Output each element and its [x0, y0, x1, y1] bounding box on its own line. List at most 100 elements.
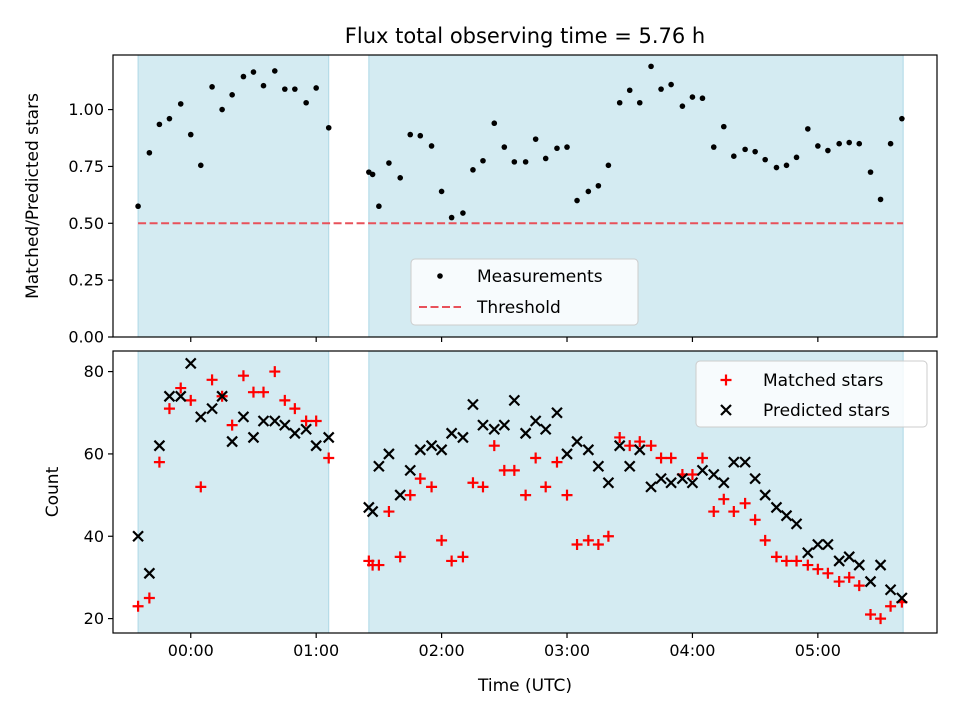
matched-star-point	[582, 534, 594, 546]
matched-star-point	[279, 394, 291, 406]
measurement-point	[793, 154, 800, 161]
measurement-point	[815, 143, 821, 149]
matched-star-point	[206, 374, 218, 386]
measurement-point	[303, 99, 309, 106]
matched-star-point	[749, 514, 761, 526]
predicted-star-point	[655, 472, 667, 485]
measurement-point	[699, 95, 706, 102]
measurement-point	[805, 126, 811, 132]
matched-star-point	[373, 559, 385, 571]
measurement-point	[626, 87, 633, 94]
predicted-star-point	[665, 476, 677, 489]
matched-star-point	[571, 538, 583, 550]
predicted-star-point	[498, 419, 511, 431]
predicted-star-point	[833, 555, 845, 567]
measurement-point	[240, 73, 247, 80]
predicted-star-point	[310, 439, 322, 452]
top-y-tick-label: 1.00	[68, 100, 104, 119]
chart-title: Flux total observing time = 5.76 h	[345, 24, 705, 48]
predicted-star-point	[322, 431, 335, 444]
predicted-star-point	[843, 551, 855, 563]
predicted-star-point	[289, 427, 301, 440]
x-tick-label: 00:00	[168, 641, 214, 660]
predicted-star-point	[582, 444, 595, 456]
matched-star-point	[477, 481, 489, 493]
matched-star-point	[289, 403, 301, 415]
matched-star-point	[258, 386, 270, 398]
predicted-star-point	[780, 509, 793, 522]
predicted-star-point	[143, 567, 156, 580]
measurement-point	[460, 210, 466, 216]
measurement-point	[325, 124, 332, 131]
matched-star-point	[185, 394, 197, 406]
x-tick-label: 05:00	[795, 641, 841, 660]
measurement-point	[636, 99, 643, 106]
matched-star-point	[885, 600, 897, 612]
top-y-axis-label: Matched/Predicted stars	[23, 93, 43, 299]
matched-star-point	[467, 477, 479, 489]
predicted-star-point	[477, 419, 489, 431]
matched-star-point	[592, 538, 604, 550]
predicted-star-point	[790, 518, 803, 530]
predicted-star-point	[132, 530, 144, 543]
matched-star-point	[426, 481, 438, 493]
matched-star-point	[645, 440, 657, 452]
legend-matched-marker	[720, 374, 732, 386]
predicted-star-point	[226, 435, 238, 448]
measurement-point	[689, 94, 696, 100]
bottom-y-axis-label: Count	[43, 466, 63, 517]
measurement-point	[511, 159, 518, 165]
measurement-point	[292, 86, 298, 92]
measurement-point	[135, 203, 141, 210]
matched-star-point	[822, 567, 834, 579]
matched-star-point	[508, 464, 520, 476]
top-y-tick-label: 0.75	[68, 157, 104, 176]
bottom-axes-frame	[112, 350, 938, 634]
legend-predicted-marker	[720, 404, 732, 416]
matched-star-point	[394, 551, 406, 563]
legend-label-matched: Matched stars	[763, 371, 883, 391]
matched-star-point	[728, 506, 740, 518]
ratio-panel: 0.00 0.25 0.50 0.75 1.00 Measurements Threshol…	[68, 54, 938, 347]
matched-star-point	[530, 452, 542, 464]
measurement-point	[428, 143, 435, 149]
matched-star-point	[446, 555, 458, 567]
measurement-point	[522, 159, 529, 165]
measurement-point	[282, 86, 288, 92]
x-tick-label: 03:00	[544, 641, 590, 660]
measurement-point	[260, 82, 267, 89]
predicted-star-point	[645, 481, 657, 493]
predicted-star-point	[488, 423, 501, 435]
measurement-point	[542, 155, 549, 162]
measurement-point	[742, 146, 748, 153]
legend-label-predicted: Predicted stars	[763, 401, 890, 421]
measurement-point	[846, 139, 853, 146]
measurement-point	[762, 156, 768, 163]
measurement-point	[219, 106, 225, 113]
measurement-point	[585, 188, 592, 195]
matched-star-point	[624, 440, 636, 452]
predicted-star-point	[195, 411, 207, 423]
measurement-point	[313, 85, 319, 91]
predicted-star-point	[279, 419, 291, 431]
predicted-star-point	[602, 476, 615, 489]
top-axes-frame	[112, 54, 938, 338]
top-legend: Measurements Threshold	[410, 258, 639, 326]
measurement-point	[187, 131, 194, 138]
predicted-star-point	[696, 464, 709, 477]
matched-star-point	[310, 415, 322, 427]
matched-star-point	[132, 600, 144, 612]
matched-star-point	[520, 489, 532, 501]
legend-label-threshold: Threshold	[476, 298, 561, 318]
top-y-tick-label: 0.25	[68, 271, 104, 290]
matched-star-point	[708, 506, 720, 518]
predicted-star-point	[822, 538, 834, 551]
measurement-point	[564, 144, 570, 150]
measurement-point	[554, 145, 560, 152]
predicted-star-point	[457, 431, 469, 444]
count-panel: 20 40 60 80 00:00 01:00 02:00 03:00 04:00 05:00 Ma…	[84, 350, 938, 660]
measurement-point	[899, 115, 905, 122]
measurement-point	[209, 84, 215, 90]
bottom-y-tick-label: 40	[84, 527, 104, 546]
